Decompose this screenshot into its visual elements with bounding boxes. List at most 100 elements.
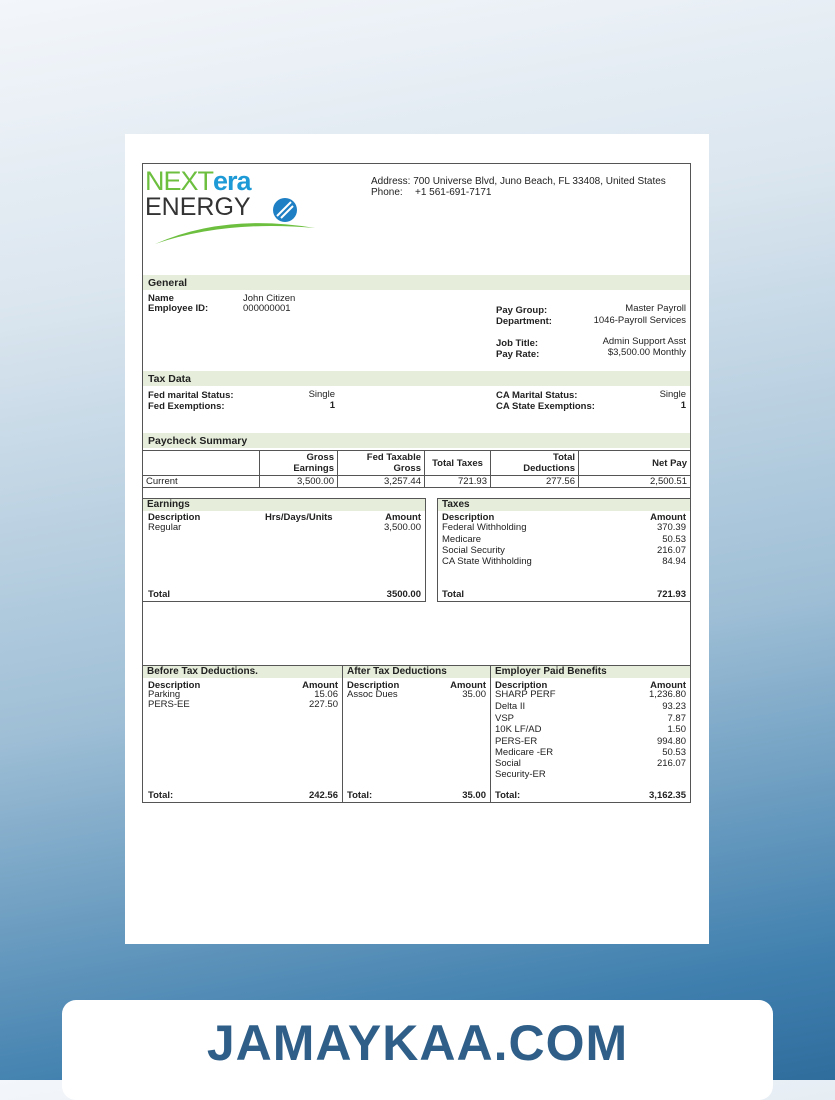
tax-item-desc: CA State Withholding xyxy=(442,556,532,567)
pay-group: Master Payroll xyxy=(625,303,686,314)
summary-h-gross: Gross Earnings xyxy=(259,450,338,476)
tax-item-amount: 50.53 xyxy=(662,534,686,545)
logo-energy: ENERGY xyxy=(145,193,251,221)
pay-rate: $3,500.00 Monthly xyxy=(607,347,686,358)
earnings-h-desc: Description xyxy=(148,512,201,523)
job-title-label: Job Title: xyxy=(496,338,539,349)
earnings-h-units: Hrs/Days/Units xyxy=(265,512,333,523)
ca-exempt-label: CA State Exemptions: xyxy=(496,401,595,412)
watermark-banner: JAMAYKAA.COM xyxy=(62,1000,773,1100)
pay-group-label: Pay Group: xyxy=(496,305,548,316)
logo-next: NEXT xyxy=(145,166,214,196)
benefits-total: 3,162.35 xyxy=(649,790,686,801)
fed-exempt: 1 xyxy=(329,400,335,411)
earnings-section: Earnings Description Hrs/Days/Units Amou… xyxy=(142,498,426,602)
before-tax-header: Before Tax Deductions. xyxy=(143,666,342,678)
department: 1046-Payroll Services xyxy=(593,315,686,326)
summary-net: 2,500.51 xyxy=(578,475,691,488)
tax-item-desc: Social Security xyxy=(442,545,505,556)
benefit-item-desc: 10K LF/AD xyxy=(495,724,542,735)
benefit-item-amount: 50.53 xyxy=(662,747,686,758)
before-tax-item-amount: 15.06 xyxy=(314,689,338,700)
earnings-total: 3500.00 xyxy=(386,589,421,600)
department-label: Department: xyxy=(496,316,552,327)
company-address: Address: 700 Universe Blvd, Juno Beach, … xyxy=(371,176,666,187)
after-tax-h-desc: Description xyxy=(347,680,400,691)
benefit-item-amount: 1.50 xyxy=(667,724,687,735)
tax-item-amount: 216.07 xyxy=(656,545,686,556)
benefit-item-desc: PERS-ER xyxy=(495,736,538,747)
job-title: Admin Support Asst xyxy=(602,336,686,347)
after-tax-item-amount: 35.00 xyxy=(462,689,486,700)
paystub-page xyxy=(125,134,709,944)
company-logo: NEXTera ENERGY xyxy=(145,168,320,248)
earnings-total-label: Total xyxy=(148,589,170,600)
tax-item-desc: Federal Withholding xyxy=(442,522,527,533)
summary-header-row: Gross Earnings Fed Taxable Gross Total T… xyxy=(142,450,691,476)
taxes-total: 721.93 xyxy=(656,589,686,600)
before-tax-item-desc: Parking xyxy=(148,689,181,700)
tax-item-desc: Medicare xyxy=(442,534,482,545)
taxes-header: Taxes xyxy=(438,499,690,511)
earnings-header: Earnings xyxy=(143,499,425,511)
company-phone-label: Phone: xyxy=(371,187,403,198)
benefit-item-desc: SHARP PERF xyxy=(495,689,556,700)
benefit-item-amount: 216.07 xyxy=(656,758,686,769)
after-tax-item-desc: Assoc Dues xyxy=(347,689,398,700)
name-label: Name xyxy=(148,293,174,304)
summary-h-fed-taxable: Fed Taxable Gross xyxy=(337,450,425,476)
summary-deductions: 277.56 xyxy=(490,475,579,488)
summary-row-current: Current 3,500.00 3,257.44 721.93 277.56 … xyxy=(142,475,691,488)
general-header: General xyxy=(143,275,690,290)
logo-era: era xyxy=(213,166,252,196)
summary-h-taxes: Total Taxes xyxy=(424,450,491,476)
summary-taxes: 721.93 xyxy=(424,475,491,488)
benefit-item-desc: Delta II xyxy=(495,701,526,712)
employee-name: John Citizen xyxy=(243,293,296,304)
tax-item-amount: 370.39 xyxy=(656,522,686,533)
benefit-item-desc: VSP xyxy=(495,713,515,724)
after-tax-total-label: Total: xyxy=(347,790,373,801)
paycheck-summary-table: Gross Earnings Fed Taxable Gross Total T… xyxy=(142,450,691,488)
summary-gross: 3,500.00 xyxy=(259,475,338,488)
fed-marital: Single xyxy=(308,389,335,400)
before-tax-total-label: Total: xyxy=(148,790,174,801)
summary-current-label: Current xyxy=(142,475,260,488)
taxes-total-label: Total xyxy=(442,589,464,600)
before-tax-h-amount: Amount xyxy=(302,680,338,691)
after-tax-h-amount: Amount xyxy=(450,680,486,691)
summary-h0 xyxy=(142,450,260,476)
earnings-item-desc: Regular xyxy=(148,522,182,533)
summary-h-deductions: Total Deductions xyxy=(490,450,579,476)
before-tax-h-desc: Description xyxy=(148,680,201,691)
earnings-item-amount: 3,500.00 xyxy=(384,522,421,533)
after-tax-total: 35.00 xyxy=(462,790,486,801)
benefits-total-label: Total: xyxy=(495,790,521,801)
benefit-item-desc: Medicare -ER xyxy=(495,747,554,758)
ca-marital: Single xyxy=(659,389,686,400)
benefit-item-desc: Social Security-ER xyxy=(495,758,546,780)
before-tax-total: 242.56 xyxy=(308,790,338,801)
after-tax-section: After Tax Deductions Description Amount … xyxy=(342,665,491,803)
earnings-h-amount: Amount xyxy=(385,512,421,523)
logo-swoosh-icon xyxy=(155,198,315,244)
summary-h-net: Net Pay xyxy=(578,450,691,476)
after-tax-header: After Tax Deductions xyxy=(343,666,490,678)
pay-rate-label: Pay Rate: xyxy=(496,349,540,360)
before-tax-item-amount: 227.50 xyxy=(308,699,338,710)
benefits-section: Employer Paid Benefits Description Amoun… xyxy=(490,665,691,803)
benefits-h-amount: Amount xyxy=(650,680,686,691)
taxes-section: Taxes Description Amount Federal Withhol… xyxy=(437,498,691,602)
fed-exempt-label: Fed Exemptions: xyxy=(148,401,225,412)
before-tax-section: Before Tax Deductions. Description Amoun… xyxy=(142,665,343,803)
benefit-item-amount: 1,236.80 xyxy=(649,689,686,700)
employee-id-label: Employee ID: xyxy=(148,303,209,314)
fed-marital-label: Fed marital Status: xyxy=(148,390,234,401)
employee-id: 000000001 xyxy=(243,303,291,314)
summary-fed-taxable: 3,257.44 xyxy=(337,475,425,488)
benefit-item-amount: 7.87 xyxy=(667,713,687,724)
benefit-item-amount: 93.23 xyxy=(662,701,686,712)
tax-data-header: Tax Data xyxy=(143,371,690,386)
company-phone: +1 561-691-7171 xyxy=(415,187,492,198)
tax-item-amount: 84.94 xyxy=(662,556,686,567)
